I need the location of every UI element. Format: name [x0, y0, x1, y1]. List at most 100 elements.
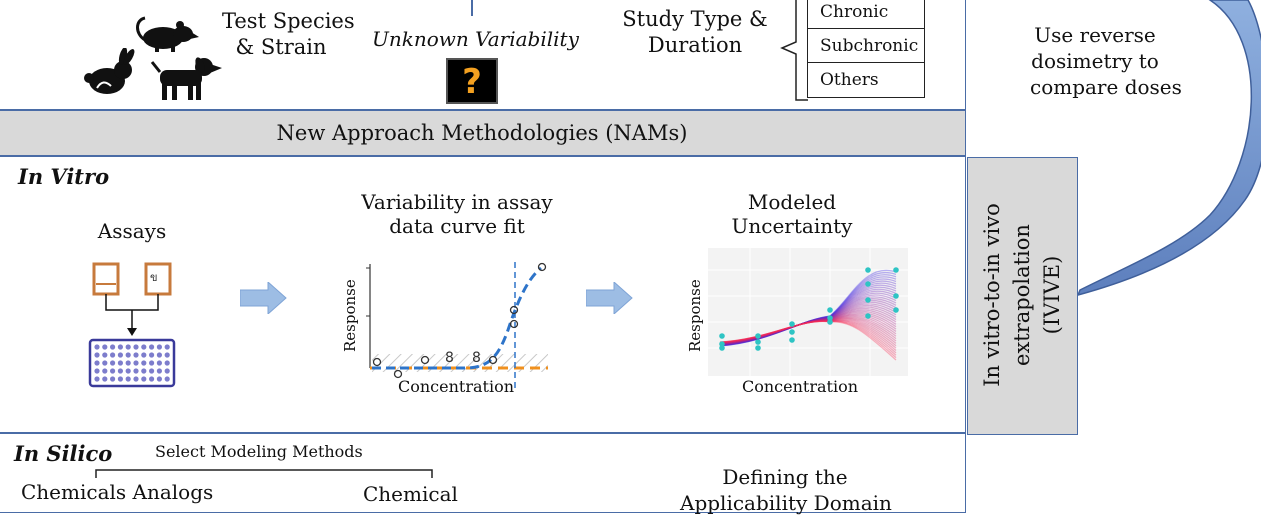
plate-well	[164, 376, 170, 382]
plate-well	[125, 360, 131, 366]
curve-fit-plot: 8 8 Response Concentration	[341, 262, 548, 396]
plate-well	[156, 360, 162, 366]
assay-diagram: ข	[88, 262, 176, 388]
ivive-line1: In vitro-to-in vivo	[980, 203, 1004, 387]
rat-icon	[136, 16, 199, 52]
plate-well	[149, 360, 155, 366]
curve-fit-xlabel: Concentration	[398, 377, 514, 396]
observed-point	[827, 315, 833, 321]
plate-well	[117, 368, 123, 374]
study-type-others: Others	[820, 70, 879, 90]
plate-well	[117, 360, 123, 366]
reverse-dosimetry-line1: Use reverse	[1034, 23, 1156, 47]
observed-point	[827, 307, 833, 313]
in-vitro-title: In Vitro	[18, 164, 110, 189]
in-silico-title: In Silico	[14, 441, 113, 466]
modeled-ylabel: Response	[686, 279, 704, 352]
reverse-dosimetry-line3: compare doses	[1030, 75, 1182, 99]
question-mark-icon: ?	[446, 58, 498, 104]
fitted-curve	[372, 266, 542, 370]
plate-well	[110, 352, 116, 358]
applicability-domain-label: Defining the Applicability Domain	[680, 464, 892, 516]
observed-point	[719, 341, 725, 347]
data-point	[509, 319, 519, 329]
observed-point	[789, 329, 795, 335]
plate-well	[110, 360, 116, 366]
test-tube-right	[144, 262, 172, 296]
plate-well	[156, 352, 162, 358]
select-methods-label: Select Modeling Methods	[155, 442, 363, 461]
question-mark-glyph: ?	[462, 62, 482, 102]
test-tube-left	[92, 262, 120, 296]
observed-point	[893, 293, 899, 299]
plate-well	[102, 368, 108, 374]
reverse-dosimetry-curved-arrow	[1076, 0, 1261, 297]
assays-label: Assays	[97, 219, 167, 243]
observed-point	[865, 297, 871, 303]
plate-well	[110, 376, 116, 382]
plate-well	[133, 368, 139, 374]
reverse-dosimetry-line2: dosimetry to	[1031, 49, 1159, 73]
unknown-variability-label: Unknown Variability	[372, 27, 579, 51]
plate-well	[133, 376, 139, 382]
observed-point	[755, 339, 761, 345]
modeled-uncertainty-plot: Response Concentration	[686, 248, 908, 396]
plate-well	[141, 352, 147, 358]
data-point	[509, 305, 519, 315]
duplicate-point-marker: 8	[472, 350, 481, 366]
plate-well	[164, 360, 170, 366]
plate-well	[141, 368, 147, 374]
modeled-uncertainty-label: Modeled Uncertainty	[722, 190, 862, 238]
plate-well	[94, 352, 100, 358]
observed-point	[755, 345, 761, 351]
duplicate-point-marker: 8	[445, 350, 454, 366]
observed-point	[719, 345, 725, 351]
plate-well	[102, 352, 108, 358]
study-type-line2: Duration	[647, 33, 743, 57]
right-arrow-1	[240, 282, 287, 314]
study-type-subchronic: Subchronic	[808, 29, 924, 63]
observed-point	[865, 281, 871, 287]
ivive-box	[967, 157, 1078, 435]
chemical-label: Chemical	[363, 482, 458, 506]
observed-point	[893, 267, 899, 273]
variability-label: Variability in assay data curve fit	[352, 190, 562, 238]
plate-well	[164, 344, 170, 350]
plate-well	[125, 376, 131, 382]
plate-well	[164, 368, 170, 374]
plate-well	[110, 344, 116, 350]
data-point	[488, 355, 498, 365]
plate-well	[94, 376, 100, 382]
plate-well	[156, 368, 162, 374]
plate-well	[102, 360, 108, 366]
plate-well	[94, 360, 100, 366]
plate-well	[102, 376, 108, 382]
species-label-line2: & Strain	[235, 35, 327, 59]
observed-point	[865, 267, 871, 273]
plate-well	[156, 376, 162, 382]
data-point	[420, 355, 430, 365]
plate-well	[117, 344, 123, 350]
top-connector-line	[471, 0, 473, 16]
variability-line2: data curve fit	[389, 214, 525, 238]
rabbit-icon	[84, 48, 135, 94]
modeled-line1: Modeled	[747, 190, 837, 214]
plate-well	[125, 352, 131, 358]
study-type-label: Study Type & Duration	[622, 6, 768, 58]
modeled-line2: Uncertainty	[731, 214, 853, 238]
plate-well	[110, 368, 116, 374]
observed-point	[865, 313, 871, 319]
observed-point	[719, 333, 725, 339]
data-point	[393, 369, 403, 379]
plate-well	[141, 360, 147, 366]
observed-point	[893, 307, 899, 313]
observed-point	[827, 319, 833, 325]
observed-point	[789, 321, 795, 327]
study-type-brace	[780, 0, 808, 101]
plate-well	[164, 352, 170, 358]
modeled-xlabel: Concentration	[742, 377, 858, 396]
plate-well	[117, 352, 123, 358]
variability-line1: Variability in assay	[361, 190, 553, 214]
observed-point	[755, 333, 761, 339]
plate-well	[94, 368, 100, 374]
